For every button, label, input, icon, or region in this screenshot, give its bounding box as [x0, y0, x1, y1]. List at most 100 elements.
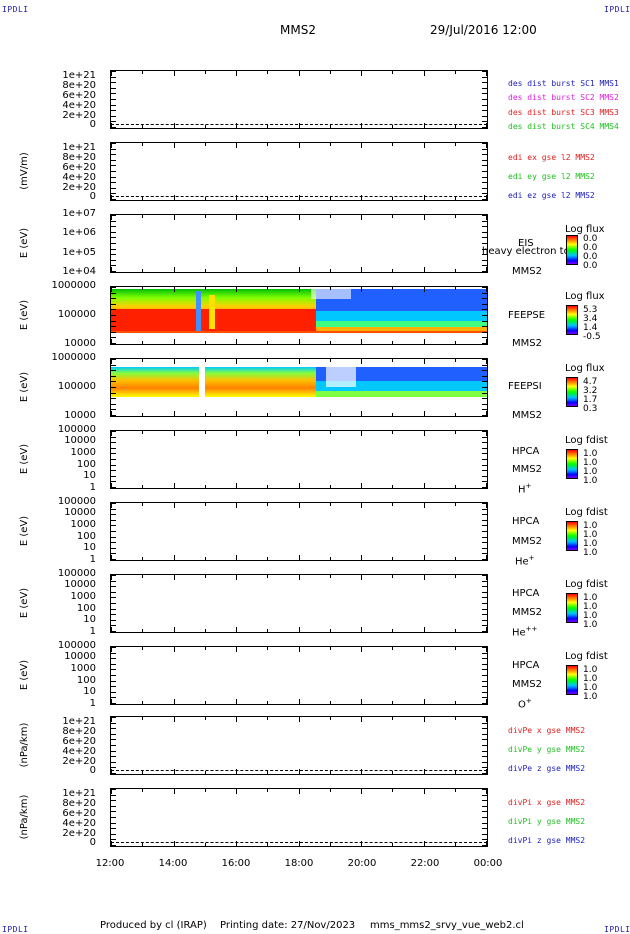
axis-tick [361, 717, 362, 722]
axis-tick [486, 359, 487, 364]
axis-tick [111, 795, 116, 796]
axis-tick [455, 341, 456, 344]
axis-tick [455, 413, 456, 416]
axis-tick [111, 453, 116, 454]
spectrogram-gap [196, 291, 201, 331]
axis-tick [482, 542, 487, 543]
instrument-extra: heavy electron to [482, 246, 570, 257]
axis-tick [361, 647, 362, 652]
tick-label: 1000 [70, 519, 96, 530]
tick-label: 8e+20 [62, 80, 96, 91]
tick-label: 10 [83, 686, 96, 697]
axis-tick [330, 771, 331, 774]
legend-entry: des dist burst SC2 MMS2 [508, 93, 619, 102]
tick-label: 100 [76, 459, 96, 470]
axis-tick [482, 658, 487, 659]
axis-tick [236, 431, 237, 436]
axis-tick [111, 664, 116, 665]
colorbar [566, 449, 578, 479]
axis-tick [455, 717, 456, 720]
axis-tick [482, 309, 487, 310]
axis-tick [111, 845, 116, 846]
axis-tick [236, 143, 237, 148]
colorbar-value: 0.0 [583, 243, 598, 253]
axis-tick [424, 123, 425, 128]
axis-tick [486, 575, 487, 580]
axis-tick [482, 437, 487, 438]
colorbar-value: 1.0 [583, 602, 598, 612]
axis-tick [267, 269, 268, 272]
species-charge: + [525, 482, 532, 490]
axis-tick [392, 575, 393, 578]
axis-tick [142, 717, 143, 720]
axis-tick [482, 332, 487, 333]
axis-tick [482, 548, 487, 549]
data-gap [326, 367, 356, 387]
axis-tick [482, 476, 487, 477]
legend-entry: edi ey gse l2 MMS2 [508, 172, 595, 181]
tick-label: 2e+20 [62, 828, 96, 839]
axis-tick [174, 195, 175, 200]
axis-tick [267, 717, 268, 720]
axis-tick [111, 614, 116, 615]
spectrogram-region [316, 367, 487, 381]
axis-tick [267, 485, 268, 488]
axis-tick [174, 841, 175, 846]
species-label: O+ [518, 697, 532, 710]
tick-label: 1 [89, 554, 96, 565]
axis-tick [482, 751, 487, 752]
tick-label: 4e+20 [62, 100, 96, 111]
axis-tick [174, 575, 175, 580]
axis-tick [299, 411, 300, 416]
axis-tick [205, 503, 206, 506]
axis-tick [111, 143, 116, 144]
axis-tick [486, 71, 487, 76]
axis-tick [482, 298, 487, 299]
axis-tick [111, 226, 116, 227]
axis-tick [482, 326, 487, 327]
axis-tick [111, 343, 116, 344]
tick-label: 1e+07 [62, 208, 96, 219]
axis-tick [486, 699, 487, 704]
corner-label-br: IPDLI [604, 925, 630, 934]
axis-tick [111, 823, 116, 824]
axis-tick [111, 487, 116, 488]
axis-tick [482, 553, 487, 554]
axis-tick [392, 341, 393, 344]
axis-tick [111, 509, 116, 510]
corner-label-bl: IPDLI [2, 925, 29, 934]
axis-tick [482, 193, 487, 194]
panel-hpca-h [110, 430, 488, 489]
axis-tick [330, 431, 331, 434]
legend-entry: divPe y gse MMS2 [508, 745, 586, 754]
axis-tick [111, 525, 116, 526]
species-charge: + [528, 554, 535, 562]
axis-tick [174, 71, 175, 76]
axis-tick [482, 154, 487, 155]
colorbar-value: 1.0 [583, 692, 598, 702]
axis-tick [205, 701, 206, 704]
instrument-label: FEEPSE [508, 310, 546, 321]
y-axis-label: (mV/m) [19, 152, 30, 190]
axis-tick [392, 789, 393, 792]
axis-tick [361, 627, 362, 632]
colorbar-value: 1.0 [583, 611, 598, 621]
colorbar-value: 5.3 [583, 305, 598, 315]
sc-label: MMS2 [512, 607, 542, 618]
axis-tick [111, 514, 116, 515]
axis-tick [236, 575, 237, 580]
axis-tick [111, 620, 116, 621]
axis-tick [482, 559, 487, 560]
axis-tick [482, 370, 487, 371]
axis-tick [174, 267, 175, 272]
axis-tick [486, 647, 487, 652]
axis-tick [482, 681, 487, 682]
legend-entry: des dist burst SC3 MMS3 [508, 108, 619, 117]
axis-tick [111, 287, 112, 292]
axis-tick [482, 531, 487, 532]
axis-tick [111, 717, 116, 718]
axis-tick [330, 575, 331, 578]
axis-tick [267, 647, 268, 650]
colorbar-value: 1.0 [583, 683, 598, 693]
instrument-label: HPCA [512, 446, 540, 457]
